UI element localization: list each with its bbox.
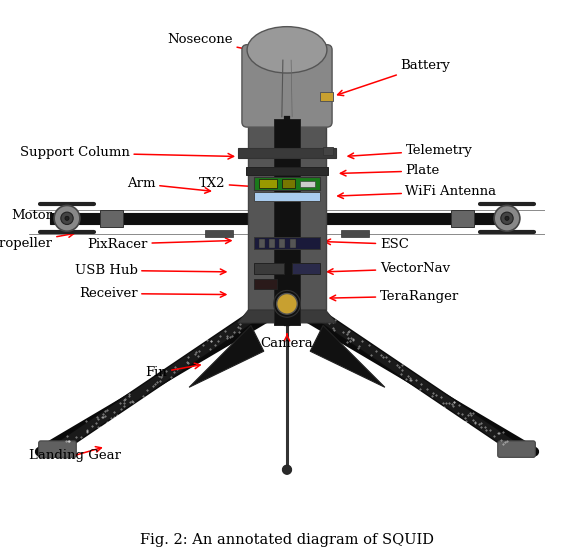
Text: TX2: TX2 xyxy=(199,178,262,190)
FancyBboxPatch shape xyxy=(38,441,76,458)
Bar xyxy=(451,209,474,227)
Bar xyxy=(254,192,320,201)
FancyBboxPatch shape xyxy=(498,441,536,458)
Circle shape xyxy=(505,216,509,221)
Text: PixRacer: PixRacer xyxy=(87,237,231,250)
Text: VectorNav: VectorNav xyxy=(328,262,450,276)
Circle shape xyxy=(65,216,69,221)
Bar xyxy=(280,239,285,248)
Text: Fig. 2: An annotated diagram of SQUID: Fig. 2: An annotated diagram of SQUID xyxy=(140,533,434,547)
Text: Support Column: Support Column xyxy=(20,146,234,160)
Text: Landing Gear: Landing Gear xyxy=(29,447,121,462)
Bar xyxy=(274,119,300,325)
FancyBboxPatch shape xyxy=(242,45,332,127)
Circle shape xyxy=(61,212,73,225)
Text: WiFi Antenna: WiFi Antenna xyxy=(338,185,497,199)
Text: Receiver: Receiver xyxy=(79,287,226,300)
Text: Plate: Plate xyxy=(340,165,440,178)
Text: Camera: Camera xyxy=(261,334,313,350)
Text: Fin: Fin xyxy=(146,363,200,379)
Bar xyxy=(254,278,277,289)
Circle shape xyxy=(501,212,513,225)
Circle shape xyxy=(282,465,292,474)
Text: Nosecone: Nosecone xyxy=(168,33,282,58)
Bar xyxy=(341,230,370,237)
Bar xyxy=(323,147,333,156)
Bar xyxy=(100,209,123,227)
Polygon shape xyxy=(238,310,336,323)
Circle shape xyxy=(54,206,80,231)
Bar xyxy=(238,148,336,158)
Bar xyxy=(249,119,325,310)
Text: ESC: ESC xyxy=(325,237,409,250)
Text: Telemetry: Telemetry xyxy=(348,144,472,158)
Bar xyxy=(269,239,275,248)
Text: Motor: Motor xyxy=(11,209,74,222)
Bar xyxy=(254,263,285,274)
Bar xyxy=(300,181,315,188)
Bar xyxy=(289,239,296,248)
Bar xyxy=(254,177,320,190)
Circle shape xyxy=(277,293,297,314)
Text: Propeller: Propeller xyxy=(0,232,74,250)
Bar xyxy=(282,179,294,188)
Polygon shape xyxy=(189,325,264,388)
Bar xyxy=(310,213,503,224)
Bar xyxy=(50,213,264,224)
Bar xyxy=(292,263,320,274)
Bar xyxy=(204,230,233,237)
Bar xyxy=(246,167,328,175)
Bar xyxy=(259,179,277,188)
Circle shape xyxy=(494,206,520,231)
Text: TeraRanger: TeraRanger xyxy=(330,290,459,302)
Text: USB Hub: USB Hub xyxy=(75,264,226,277)
Polygon shape xyxy=(310,325,385,388)
Ellipse shape xyxy=(247,27,327,73)
Text: Battery: Battery xyxy=(338,59,450,96)
Bar xyxy=(259,239,265,248)
Bar xyxy=(254,237,320,249)
Bar xyxy=(320,92,333,101)
Text: Arm: Arm xyxy=(127,178,211,193)
